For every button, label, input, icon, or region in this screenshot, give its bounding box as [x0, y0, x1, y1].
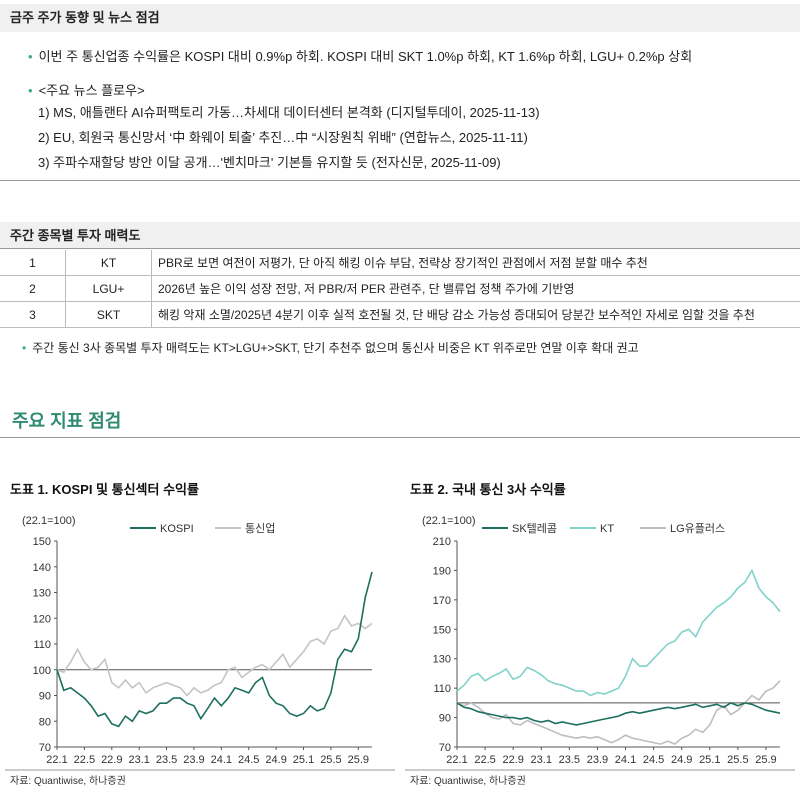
news-item: 3) 주파수재할당 방안 이달 공개…'벤치마크' 기본틀 유지할 듯 (전자신…	[38, 155, 501, 170]
section-title: 주요 지표 점검	[12, 411, 122, 431]
x-tick-label: 25.5	[727, 754, 748, 766]
x-tick-label: 23.5	[559, 754, 580, 766]
chart: 도표 2. 국내 통신 3사 수익률 (22.1=100) 70 90 110 130 15…	[405, 482, 795, 787]
series-line	[56, 614, 373, 697]
y-tick-label: 150	[433, 624, 451, 636]
x-tick-label: 24.1	[615, 754, 636, 766]
legend-label: KOSPI	[160, 523, 194, 535]
chart-title: 도표 1. KOSPI 및 통신섹터 수익률	[10, 482, 199, 497]
legend-label: KT	[600, 523, 614, 535]
cell: SKT	[65, 301, 152, 328]
source: 자료: Quantiwise, 하나증권	[10, 774, 126, 787]
y-tick-label: 100	[33, 665, 51, 677]
cell: KT	[65, 250, 152, 276]
y-tick-label: 210	[433, 536, 451, 548]
chart-title: 도표 2. 국내 통신 3사 수익률	[410, 482, 566, 497]
x-tick-label: 24.9	[265, 754, 286, 766]
y-tick-label: 150	[33, 536, 51, 548]
flow-title-text: <주요 뉴스 플로우>	[38, 83, 145, 98]
table-title: 주간 종목별 투자 매력도	[10, 228, 141, 243]
x-tick-label: 22.9	[101, 754, 122, 766]
legend-label: 통신업	[245, 522, 275, 535]
news-item: 1) MS, 애틀랜타 AI슈퍼팩토리 가동…차세대 데이터센터 본격화 (디지…	[38, 105, 540, 120]
x-tick-label: 25.9	[755, 754, 776, 766]
y-tick-label: 70	[439, 742, 451, 754]
x-tick-label: 24.5	[238, 754, 259, 766]
divider	[0, 437, 800, 438]
x-tick-label: 24.9	[671, 754, 692, 766]
cell: 1	[0, 250, 66, 276]
header-title: 금주 주가 동향 및 뉴스 점검	[10, 10, 160, 25]
cell: 해킹 악재 소멸/2025년 4분기 이후 실적 호전될 것, 단 배당 감소 …	[151, 301, 800, 328]
x-tick-label: 22.9	[502, 754, 523, 766]
cell: 2026년 높은 이익 성장 전망, 저 PBR/저 PER 관련주, 단 밸류…	[151, 275, 800, 302]
section-header: 금주 주가 동향 및 뉴스 점검	[0, 4, 800, 32]
x-tick-label: 23.1	[128, 754, 149, 766]
y-tick-label: 80	[39, 716, 51, 728]
cell: PBR로 보면 여전이 저평가, 단 아직 해킹 이슈 부담, 전략상 장기적인…	[151, 250, 800, 276]
x-tick-label: 22.5	[74, 754, 95, 766]
y-tick-label: 90	[439, 713, 451, 725]
x-tick-label: 23.1	[531, 754, 552, 766]
divider	[0, 180, 800, 181]
y-tick-label: 70	[39, 742, 51, 754]
y-tick-label: 90	[39, 691, 51, 703]
cell: 3	[0, 301, 66, 328]
source: 자료: Quantiwise, 하나증권	[410, 774, 526, 787]
x-tick-label: 25.9	[348, 754, 369, 766]
table-row: 2 LGU+ 2026년 높은 이익 성장 전망, 저 PBR/저 PER 관련주,…	[0, 275, 800, 302]
series-line	[56, 571, 373, 728]
x-tick-label: 23.9	[587, 754, 608, 766]
unit-label: (22.1=100)	[422, 515, 476, 527]
series-line	[456, 680, 781, 746]
x-tick-label: 25.1	[293, 754, 314, 766]
summary-text: 이번 주 통신업종 수익률은 KOSPI 대비 0.9%p 하회. KOSPI …	[38, 49, 693, 64]
cell: 2	[0, 275, 66, 302]
legend-label: SK텔레콤	[512, 522, 557, 535]
table-row: 1 KT PBR로 보면 여전이 저평가, 단 아직 해킹 이슈 부담, 전략상 장…	[0, 250, 800, 276]
y-tick-label: 130	[33, 588, 51, 600]
y-tick-label: 110	[33, 639, 51, 651]
series-line	[456, 702, 781, 726]
note-text: 주간 통신 3사 종목별 투자 매력도는 KT>LGU+>SKT, 단기 추천주…	[32, 341, 639, 355]
news-item: 2) EU, 회원국 통신망서 ‘中 화웨이 퇴출’ 추진…中 “시장원칙 위배…	[38, 130, 528, 145]
table: 1 KT PBR로 보면 여전이 저평가, 단 아직 해킹 이슈 부담, 전략상 장…	[0, 250, 800, 328]
legend-label: LG유플러스	[670, 522, 725, 535]
x-tick-label: 24.5	[643, 754, 664, 766]
x-tick-label: 23.9	[183, 754, 204, 766]
chart: 도표 1. KOSPI 및 통신섹터 수익률 (22.1=100) 70 80 90 10…	[5, 482, 395, 787]
x-tick-label: 23.5	[156, 754, 177, 766]
table-header: 주간 종목별 투자 매력도	[0, 222, 800, 249]
unit-label: (22.1=100)	[22, 515, 76, 527]
x-tick-label: 22.1	[46, 754, 67, 766]
x-tick-label: 25.5	[320, 754, 341, 766]
y-tick-label: 190	[433, 565, 451, 577]
x-tick-label: 22.1	[446, 754, 467, 766]
cell: LGU+	[65, 275, 152, 302]
summary: • 이번 주 통신업종 수익률은 KOSPI 대비 0.9%p 하회. KOSPI…	[28, 49, 693, 64]
series-line	[456, 568, 781, 697]
y-tick-label: 170	[433, 595, 451, 607]
y-tick-label: 130	[433, 654, 451, 666]
y-tick-label: 110	[433, 683, 451, 695]
x-tick-label: 25.1	[699, 754, 720, 766]
y-tick-label: 140	[33, 562, 51, 574]
note: • 주간 통신 3사 종목별 투자 매력도는 KT>LGU+>SKT, 단기 추천…	[22, 341, 639, 355]
x-tick-label: 22.5	[474, 754, 495, 766]
y-tick-label: 120	[33, 613, 51, 625]
table-row: 3 SKT 해킹 악재 소멸/2025년 4분기 이후 실적 호전될 것, 단 배당…	[0, 301, 800, 328]
x-tick-label: 24.1	[211, 754, 232, 766]
flow-title: • <주요 뉴스 플로우>	[28, 83, 145, 98]
